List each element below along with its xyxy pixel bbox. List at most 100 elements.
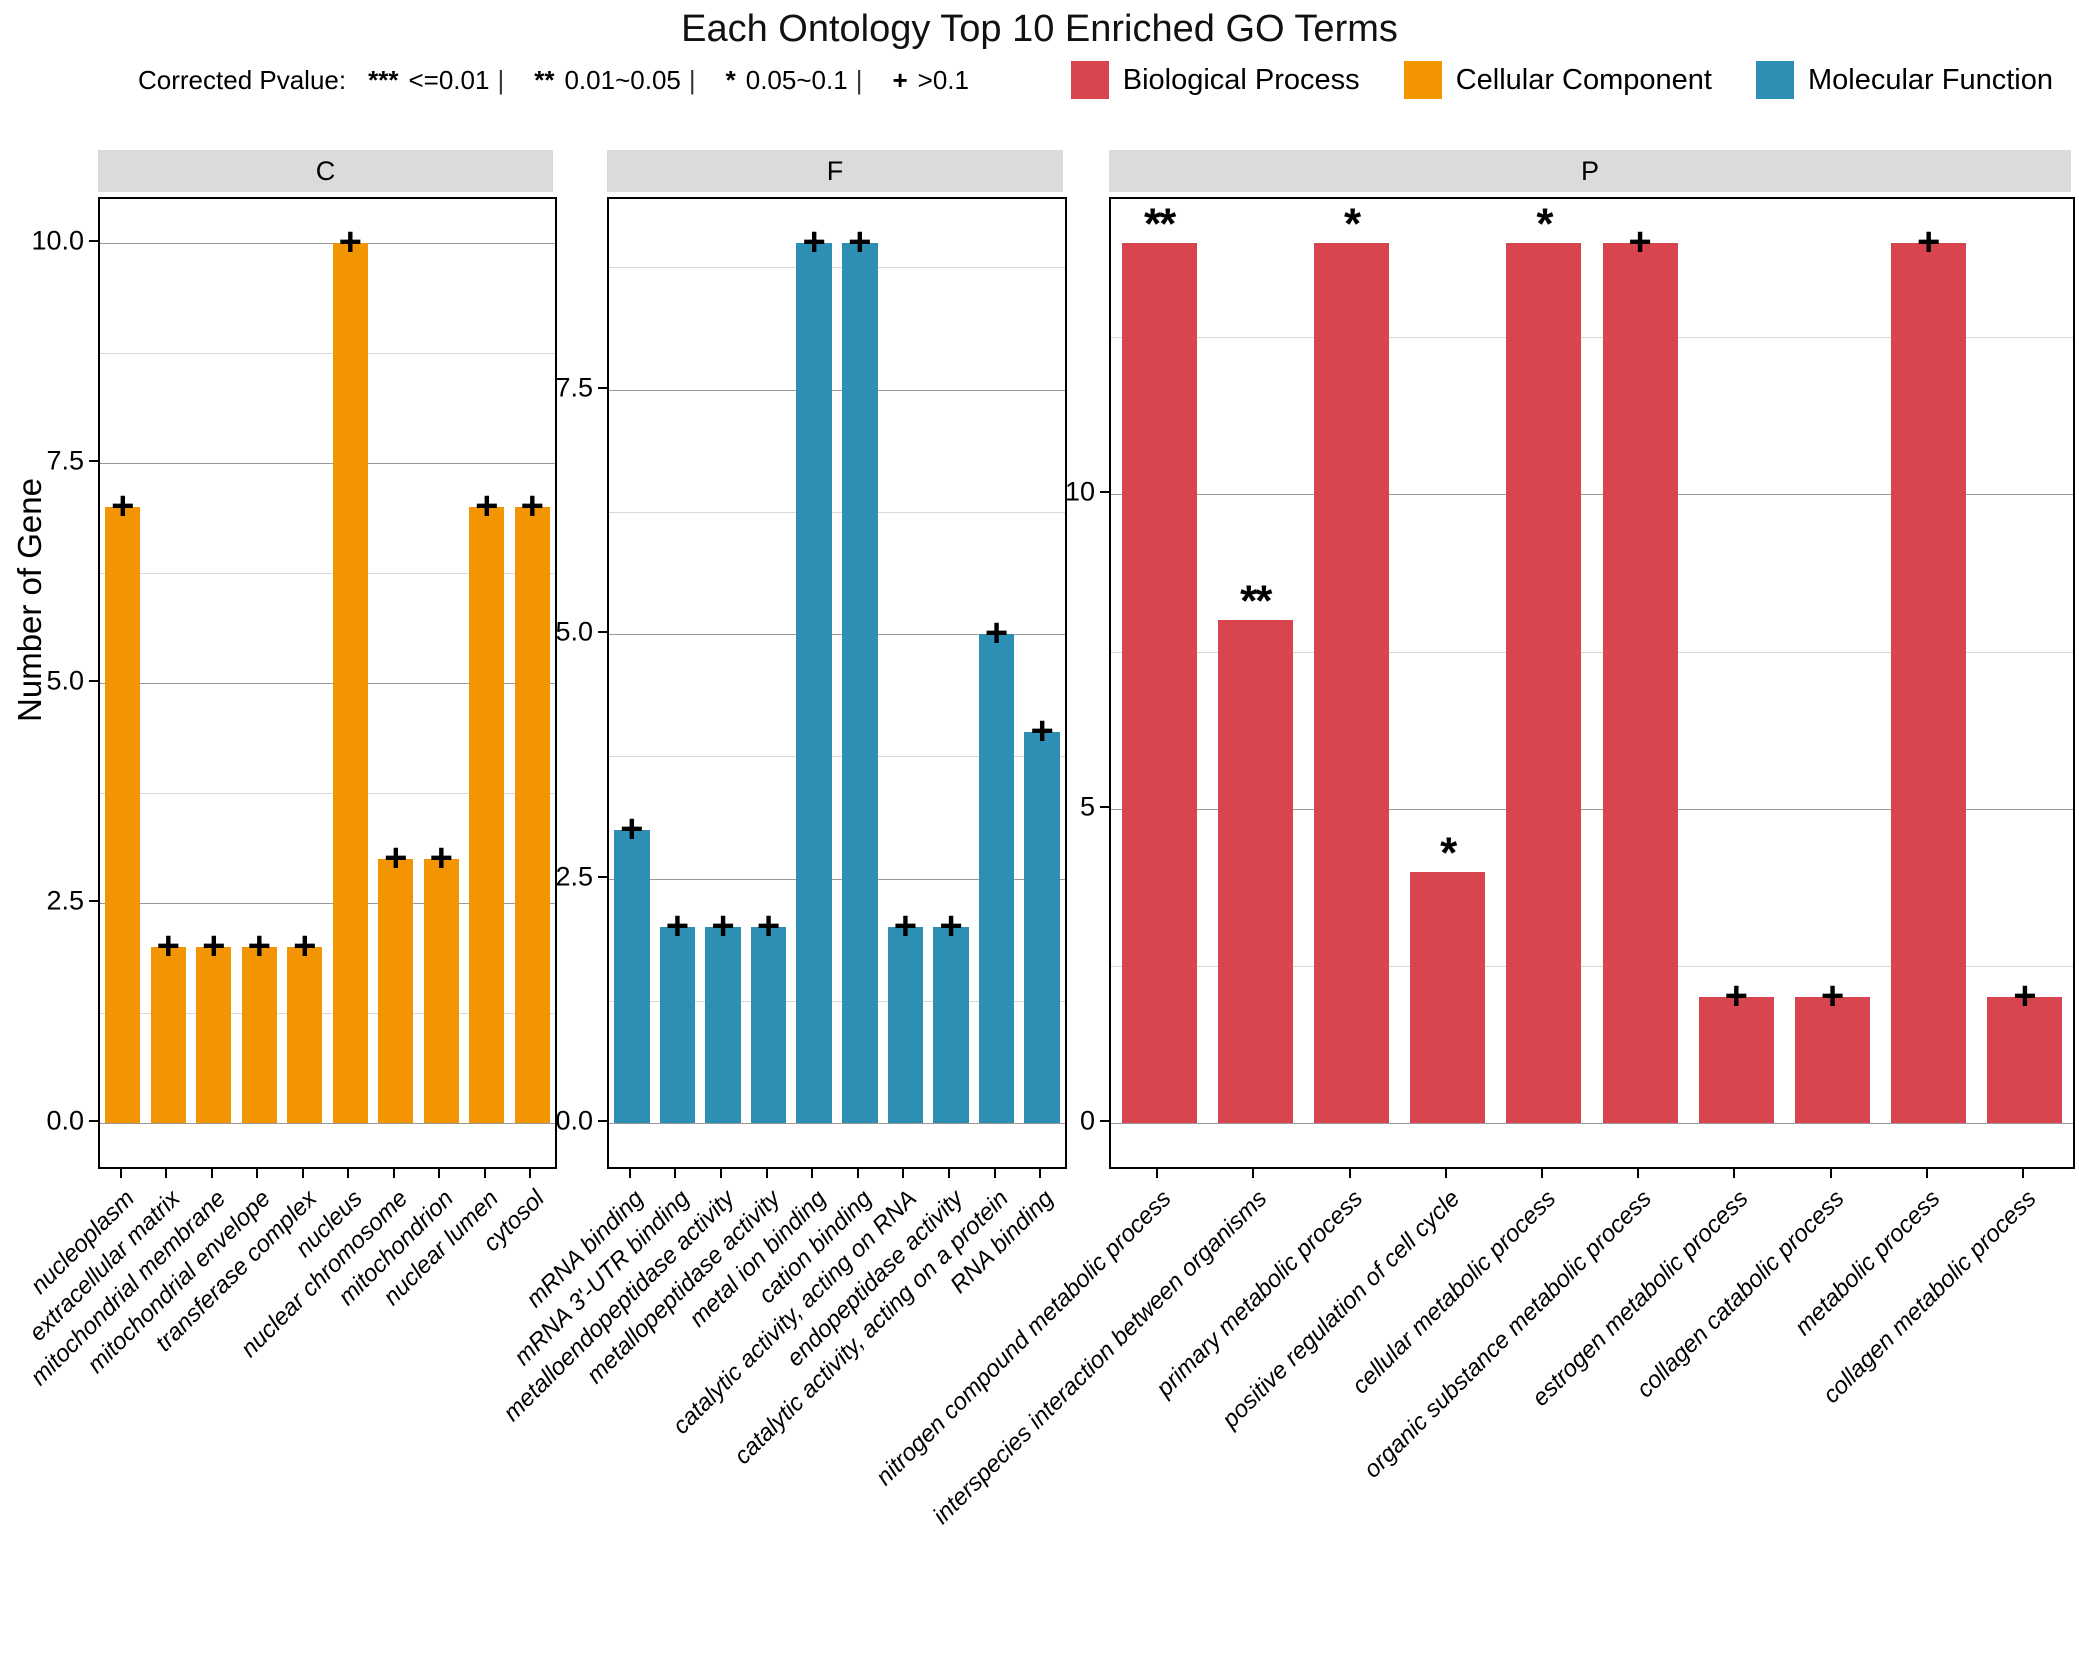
facet-strip: P <box>1109 150 2071 192</box>
minor-gridline <box>100 353 555 354</box>
bar <box>750 927 787 1123</box>
bar <box>659 927 696 1123</box>
significance-marker: + <box>665 904 690 949</box>
y-tick-label: 10 <box>1064 476 1095 507</box>
bar <box>105 507 141 1123</box>
significance-marker: + <box>384 836 408 881</box>
significance-marker: + <box>802 220 826 265</box>
x-tick-mark <box>483 1169 486 1178</box>
x-tick-mark <box>1039 1169 1042 1178</box>
bar <box>241 947 277 1123</box>
y-tick-label: 5.0 <box>555 616 593 647</box>
significance-marker: + <box>111 484 135 529</box>
bar <box>1410 871 1486 1123</box>
x-tick-mark <box>765 1169 768 1178</box>
significance-marker: + <box>293 924 317 969</box>
bar <box>332 243 368 1123</box>
y-tick-mark <box>598 631 607 634</box>
significance-marker: * <box>1440 827 1457 877</box>
y-tick-mark <box>1100 805 1109 808</box>
pvalue-range: 0.01~0.05 <box>564 64 681 95</box>
x-tick-mark <box>993 1169 996 1178</box>
bar <box>1217 620 1293 1123</box>
pvalue-range: <=0.01 <box>408 64 490 95</box>
bar <box>1987 997 2063 1123</box>
facet-strip-label: P <box>1580 155 1599 186</box>
significance-marker: + <box>1917 220 1941 265</box>
legend-item: Molecular Function <box>1756 61 2053 99</box>
major-gridline <box>609 634 1065 636</box>
bar <box>196 947 232 1123</box>
legend-item: Biological Process <box>1070 61 1360 99</box>
bar <box>287 947 323 1123</box>
significance-marker: + <box>1030 709 1054 754</box>
significance-marker: * <box>1343 199 1361 249</box>
major-gridline <box>100 1123 555 1124</box>
significance-marker: * <box>1536 199 1553 249</box>
y-tick-mark <box>598 386 607 389</box>
header-row: Corrected Pvalue: *** <=0.01 | ** 0.01~0.05 | *… <box>138 56 2053 104</box>
x-tick-mark <box>2021 1169 2024 1178</box>
significance-marker: + <box>939 904 963 949</box>
facet-strip-label: F <box>826 155 844 186</box>
significance-marker: + <box>620 806 644 851</box>
x-tick-mark <box>902 1169 905 1178</box>
major-gridline <box>609 1123 1065 1124</box>
y-tick-label: 10.0 <box>31 225 84 256</box>
bar <box>887 927 924 1123</box>
significance-marker: + <box>756 904 781 949</box>
y-tick-mark <box>598 1120 607 1122</box>
legend-swatch <box>1070 61 1109 99</box>
significance-marker: ** <box>1143 199 1176 249</box>
bar <box>614 829 650 1123</box>
major-gridline <box>100 463 555 464</box>
x-tick-mark <box>628 1169 631 1178</box>
y-tick-mark <box>1100 1120 1109 1122</box>
pvalue-legend-prefix: Corrected Pvalue: <box>138 64 347 95</box>
x-tick-mark <box>1348 1169 1351 1178</box>
legend-label: Biological Process <box>1122 63 1360 96</box>
plot-area-c: + + + + + + + + + + <box>98 197 557 1169</box>
significance-marker: + <box>247 924 271 969</box>
x-tick-mark <box>856 1169 859 1178</box>
significance-marker: + <box>1724 974 1748 1019</box>
major-gridline <box>609 389 1065 391</box>
y-tick-mark <box>89 240 98 242</box>
major-gridline <box>1111 808 2073 810</box>
y-tick-label: 7.5 <box>46 445 84 476</box>
x-tick-mark <box>948 1169 950 1178</box>
plot-area-p: ** ** * * * + + + + + <box>1109 197 2075 1169</box>
legend-item: Cellular Component <box>1403 61 1712 99</box>
major-gridline <box>100 903 555 904</box>
major-gridline <box>1111 1123 2073 1124</box>
facet-panel-c: C + + + + + + + + + + nucleoplasm extracellular matr… <box>24 150 557 1391</box>
minor-gridline <box>100 793 555 794</box>
bar <box>1698 997 1774 1123</box>
minor-gridline <box>609 1000 1065 1002</box>
x-tick-mark <box>256 1169 259 1178</box>
x-tick-mark <box>674 1169 677 1178</box>
x-tick-mark <box>1156 1169 1159 1178</box>
minor-gridline <box>1111 337 2073 339</box>
significance-marker: + <box>475 484 499 529</box>
significance-marker: + <box>893 904 918 949</box>
major-gridline <box>100 243 555 244</box>
y-tick-mark <box>89 680 98 682</box>
y-tick-label: 0 <box>1079 1105 1095 1136</box>
x-tick-mark <box>1925 1169 1928 1178</box>
legend-label: Cellular Component <box>1455 63 1712 96</box>
legend-swatch <box>1756 61 1794 99</box>
major-gridline <box>100 683 555 684</box>
significance-marker: + <box>202 924 226 969</box>
facet-panel-f: F + + + + + + + + + + mRNA binding mRNA 3'-UTR bindi… <box>498 150 1067 1470</box>
bar <box>1506 243 1582 1123</box>
pvalue-separator: | <box>688 64 696 95</box>
bar <box>842 243 878 1123</box>
facet-strip-label: C <box>315 155 336 186</box>
significance-marker: + <box>2013 974 2037 1019</box>
significance-marker: + <box>156 924 180 969</box>
y-tick-label: 0.0 <box>555 1105 593 1136</box>
facet-panel-p: P ** ** * * * + + + + + nitrogen compound metabolic… <box>870 150 2075 1530</box>
pvalue-range: 0.05~0.1 <box>745 64 848 95</box>
x-tick-mark <box>165 1169 168 1178</box>
